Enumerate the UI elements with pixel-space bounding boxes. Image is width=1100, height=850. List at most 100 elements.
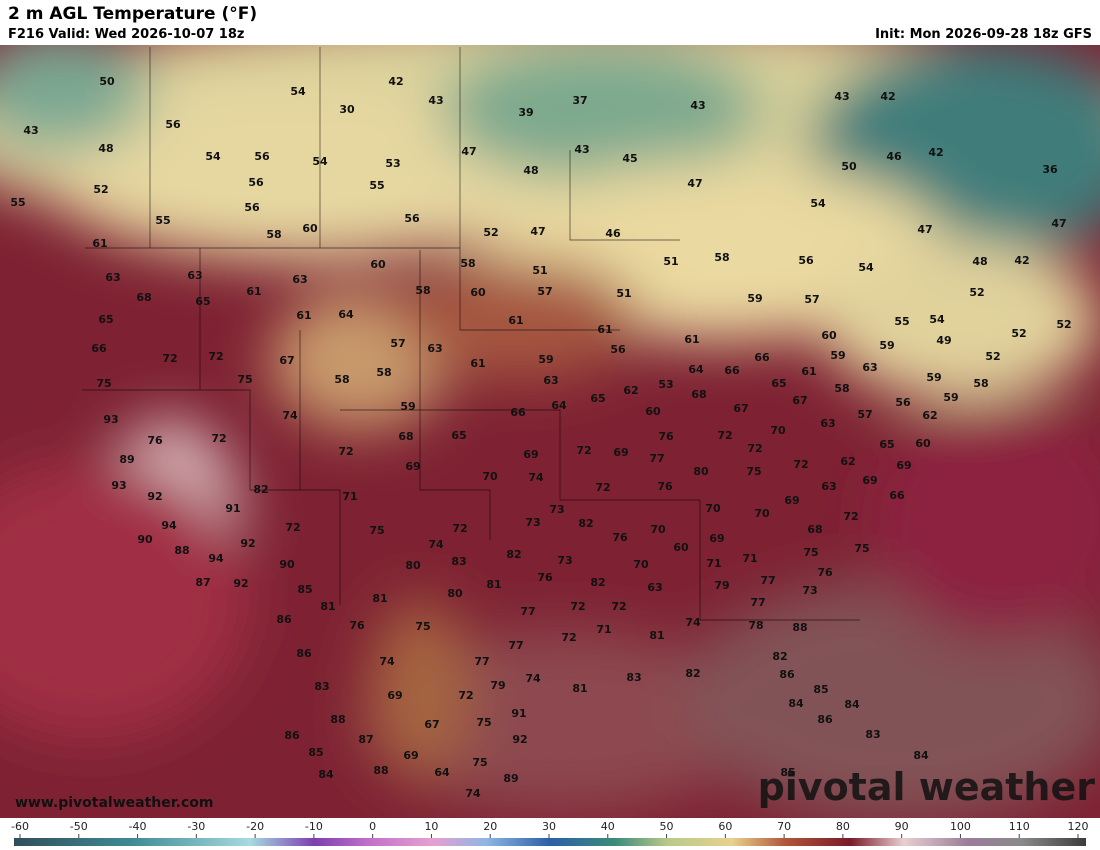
- station-value: 45: [622, 152, 637, 165]
- station-value: 86: [817, 713, 833, 726]
- station-value: 65: [771, 377, 786, 390]
- station-value: 51: [663, 255, 678, 268]
- station-value: 75: [854, 542, 869, 555]
- station-value: 74: [428, 538, 444, 551]
- station-value: 48: [523, 164, 538, 177]
- station-value: 72: [747, 442, 762, 455]
- station-value: 91: [225, 502, 240, 515]
- station-value: 61: [508, 314, 523, 327]
- station-value: 90: [137, 533, 153, 546]
- station-value: 75: [415, 620, 430, 633]
- station-value: 58: [973, 377, 988, 390]
- station-value: 63: [543, 374, 558, 387]
- station-value: 75: [369, 524, 384, 537]
- colorbar-label: 110: [1009, 820, 1030, 833]
- station-value: 85: [297, 583, 312, 596]
- station-value: 73: [557, 554, 572, 567]
- station-value: 54: [858, 261, 874, 274]
- station-value: 54: [312, 155, 328, 168]
- station-value: 80: [693, 465, 709, 478]
- station-value: 93: [111, 479, 126, 492]
- station-value: 92: [512, 733, 527, 746]
- station-value: 52: [1011, 327, 1026, 340]
- station-value: 62: [840, 455, 855, 468]
- colorbar-label: -20: [246, 820, 264, 833]
- station-value: 50: [99, 75, 115, 88]
- station-value: 87: [195, 576, 210, 589]
- station-value: 72: [595, 481, 610, 494]
- station-value: 75: [237, 373, 252, 386]
- station-value: 76: [658, 430, 674, 443]
- colorbar-label: 60: [718, 820, 732, 833]
- station-value: 42: [928, 146, 943, 159]
- station-value: 86: [276, 613, 292, 626]
- station-value: 52: [93, 183, 108, 196]
- station-value: 80: [405, 559, 421, 572]
- station-value: 82: [578, 517, 593, 530]
- station-value: 76: [657, 480, 673, 493]
- station-value: 60: [915, 437, 931, 450]
- station-value: 84: [844, 698, 860, 711]
- station-value: 37: [572, 94, 587, 107]
- station-value: 52: [985, 350, 1000, 363]
- station-value: 65: [98, 313, 113, 326]
- station-value: 75: [746, 465, 761, 478]
- station-value: 59: [830, 349, 845, 362]
- station-value: 92: [240, 537, 255, 550]
- station-value: 72: [717, 429, 732, 442]
- station-value: 69: [405, 460, 420, 473]
- station-value: 52: [1056, 318, 1071, 331]
- station-value: 81: [649, 629, 664, 642]
- station-value: 58: [415, 284, 430, 297]
- station-value: 69: [403, 749, 418, 762]
- station-value: 72: [208, 350, 223, 363]
- station-value: 56: [165, 118, 181, 131]
- station-value: 51: [532, 264, 547, 277]
- station-value: 74: [465, 787, 481, 800]
- colorbar-label: -40: [129, 820, 147, 833]
- station-value: 43: [428, 94, 443, 107]
- station-value: 84: [318, 768, 334, 781]
- site-url: www.pivotalweather.com: [15, 795, 214, 811]
- colorbar-label: 20: [483, 820, 497, 833]
- station-value: 47: [917, 223, 932, 236]
- station-value: 72: [843, 510, 858, 523]
- station-value: 93: [103, 413, 118, 426]
- station-value: 47: [530, 225, 545, 238]
- station-value: 83: [314, 680, 329, 693]
- station-value: 36: [1042, 163, 1058, 176]
- station-value: 74: [525, 672, 541, 685]
- station-value: 56: [404, 212, 420, 225]
- colorbar-label: 10: [424, 820, 438, 833]
- colorbar-label: -30: [187, 820, 205, 833]
- colorbar: [14, 838, 1086, 846]
- station-value: 82: [685, 667, 700, 680]
- station-value: 47: [461, 145, 476, 158]
- station-value: 48: [972, 255, 987, 268]
- station-value: 63: [820, 417, 835, 430]
- colorbar-label: 30: [542, 820, 556, 833]
- station-value: 69: [709, 532, 724, 545]
- station-value: 75: [476, 716, 491, 729]
- station-value: 88: [174, 544, 189, 557]
- station-value: 52: [969, 286, 984, 299]
- station-value: 77: [750, 596, 765, 609]
- station-value: 50: [841, 160, 857, 173]
- station-value: 72: [211, 432, 226, 445]
- station-value: 58: [334, 373, 349, 386]
- station-value: 77: [508, 639, 523, 652]
- station-value: 60: [302, 222, 318, 235]
- station-value: 64: [688, 363, 704, 376]
- station-value: 70: [705, 502, 721, 515]
- station-value: 61: [470, 357, 485, 370]
- station-value: 55: [10, 196, 25, 209]
- station-value: 72: [458, 689, 473, 702]
- station-value: 87: [358, 733, 373, 746]
- station-value: 66: [91, 342, 107, 355]
- station-value: 86: [779, 668, 795, 681]
- colorbar-label: 120: [1068, 820, 1089, 833]
- station-value: 82: [506, 548, 521, 561]
- station-value: 67: [733, 402, 748, 415]
- station-value: 72: [162, 352, 177, 365]
- station-value: 76: [817, 566, 833, 579]
